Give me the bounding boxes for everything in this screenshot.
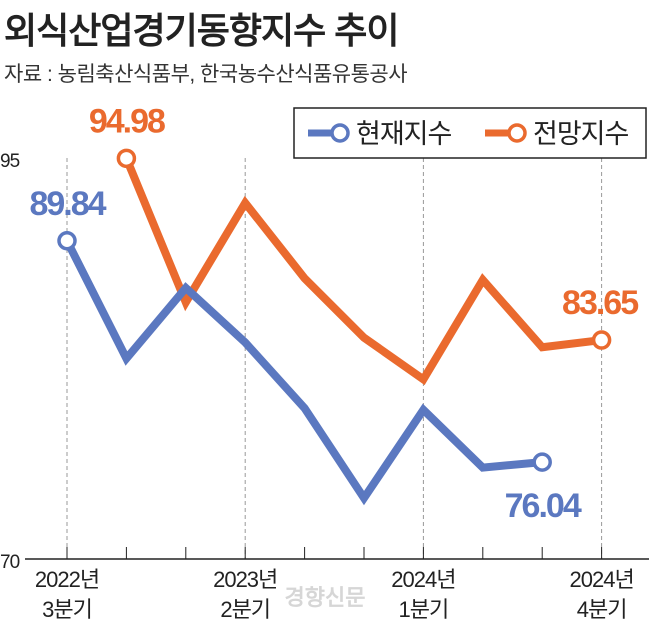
data-point-marker xyxy=(591,330,612,350)
x-tick-label: 2024년 xyxy=(570,567,634,592)
data-label: 83.65 xyxy=(562,284,638,322)
x-tick-label: 2024년 xyxy=(391,567,455,592)
legend-marker xyxy=(507,123,527,143)
data-label: 94.98 xyxy=(89,102,165,140)
data-point-marker xyxy=(116,148,137,169)
legend-label: 현재지수 xyxy=(356,119,452,149)
source-note: 자료 : 농림축산식품부, 한국농수산식품유통공사 xyxy=(4,63,408,86)
data-label: 76.04 xyxy=(505,487,582,525)
y-tick-label: 70 xyxy=(0,552,20,573)
data-label: 89.84 xyxy=(29,185,106,223)
data-point-marker xyxy=(57,231,77,251)
x-tick-label: 2022년 xyxy=(35,567,99,592)
legend-label: 전망지수 xyxy=(533,119,629,149)
x-tick-label: 4분기 xyxy=(577,597,627,622)
chart-title: 외식산업경기동향지수 추이 xyxy=(4,10,399,51)
legend: 현재지수 전망지수 xyxy=(293,107,647,159)
y-tick-label: 95 xyxy=(0,151,20,172)
x-tick-label: 2분기 xyxy=(220,597,270,622)
legend-marker xyxy=(330,123,350,143)
x-tick-label: 1분기 xyxy=(399,597,449,622)
legend-box xyxy=(293,107,647,159)
series-line-1 xyxy=(122,156,603,386)
watermark: 경향신문 xyxy=(285,585,366,610)
x-tick-label: 3분기 xyxy=(42,597,92,622)
x-tick-label: 2023년 xyxy=(213,567,277,592)
data-point-marker xyxy=(532,452,552,472)
